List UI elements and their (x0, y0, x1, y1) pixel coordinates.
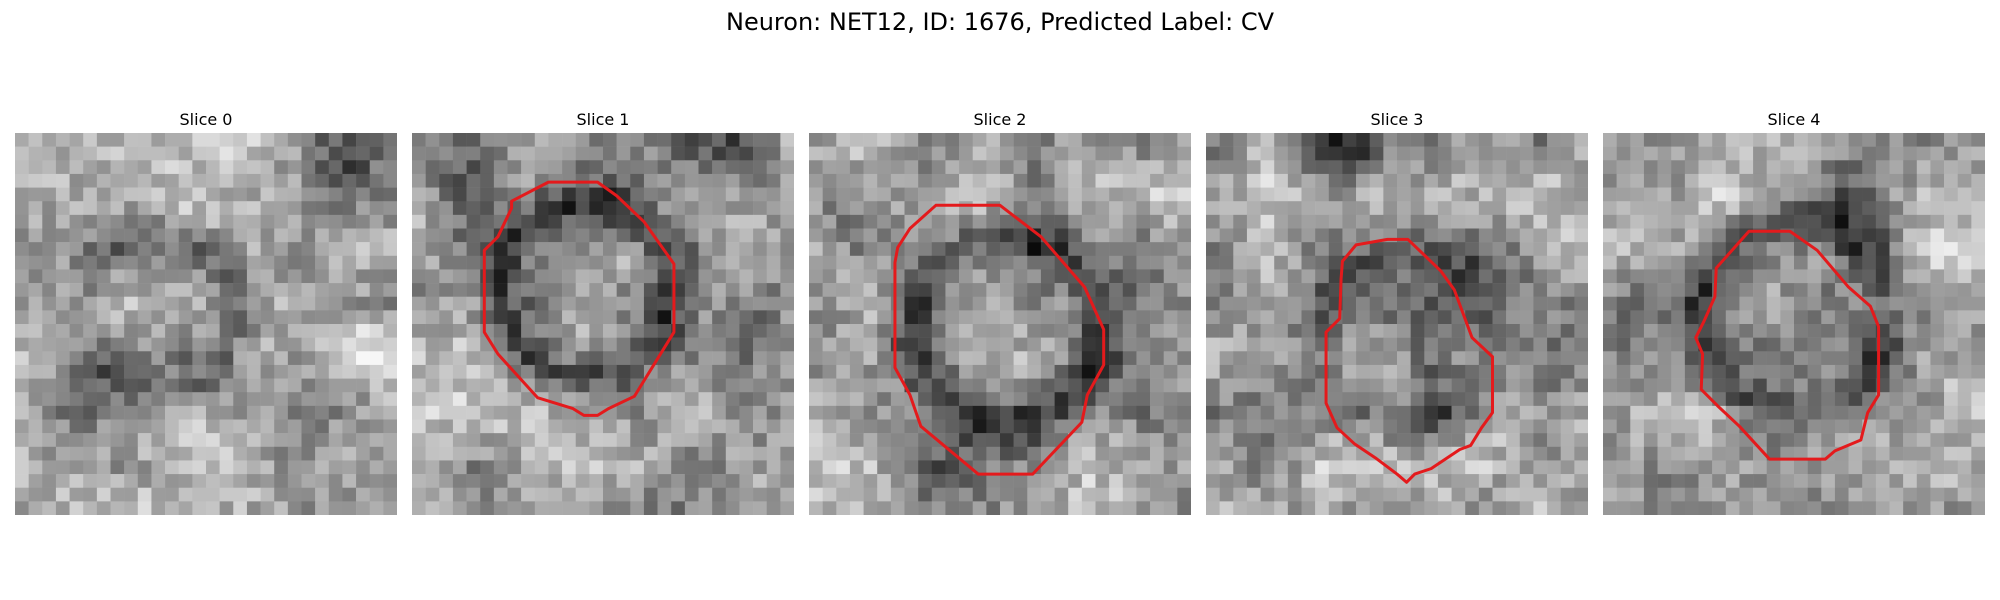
slice-panel-2: Slice 2 (809, 108, 1191, 132)
slice-title: Slice 2 (809, 108, 1191, 132)
slice-title: Slice 4 (1603, 108, 1985, 132)
slice-image (15, 133, 397, 515)
slice-title: Slice 3 (1206, 108, 1588, 132)
slice-title: Slice 1 (412, 108, 794, 132)
slice-panel-0: Slice 0 (15, 108, 397, 132)
slice-image (809, 133, 1191, 515)
slice-panel-4: Slice 4 (1603, 108, 1985, 132)
slice-panel-1: Slice 1 (412, 108, 794, 132)
slice-image (1206, 133, 1588, 515)
pixel-grid (15, 133, 397, 515)
pixel-grid (412, 133, 794, 515)
pixel-grid (809, 133, 1191, 515)
pixel-grid (1206, 133, 1588, 515)
figure-title: Neuron: NET12, ID: 1676, Predicted Label… (0, 8, 2000, 36)
slice-title: Slice 0 (15, 108, 397, 132)
slice-panel-3: Slice 3 (1206, 108, 1588, 132)
slice-image (1603, 133, 1985, 515)
slice-image (412, 133, 794, 515)
